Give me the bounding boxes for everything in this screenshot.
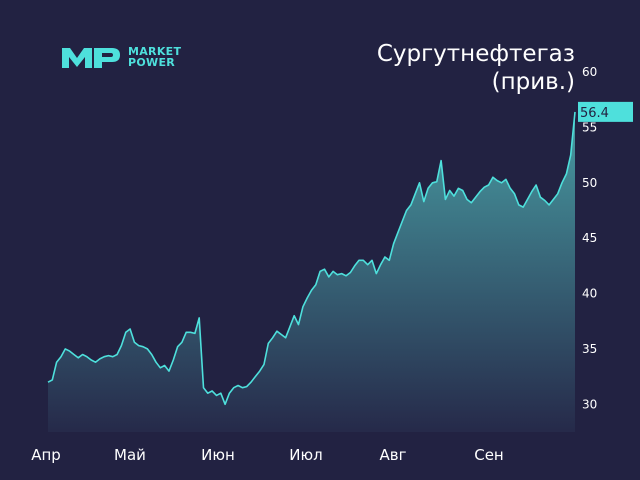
price-area-fill bbox=[48, 111, 575, 433]
y-tick-label: 45 bbox=[582, 231, 597, 245]
x-tick-label: Апр bbox=[31, 446, 61, 464]
y-tick-label: 60 bbox=[582, 65, 597, 79]
area-layer bbox=[47, 111, 576, 433]
x-tick-label: Июл bbox=[289, 446, 322, 464]
y-tick-label: 40 bbox=[582, 287, 597, 301]
mp-logo-icon bbox=[62, 48, 120, 68]
chart-title-line-2: (прив.) bbox=[491, 69, 575, 95]
y-tick-label: 30 bbox=[582, 397, 597, 411]
y-tick-label: 35 bbox=[582, 342, 597, 356]
logo-line-2: POWER bbox=[128, 56, 176, 69]
x-tick-label: Май bbox=[114, 446, 146, 464]
y-tick-label: 55 bbox=[582, 120, 597, 134]
x-tick-label: Июн bbox=[201, 446, 235, 464]
y-tick-label: 50 bbox=[582, 176, 597, 190]
last-value-label: 56.4 bbox=[580, 106, 609, 121]
market-power-logo: MARKET POWER bbox=[62, 45, 202, 73]
x-tick-label: Авг bbox=[380, 446, 407, 464]
last-value-badge bbox=[578, 101, 633, 122]
chart-title-line-1: Сургутнефтегаз bbox=[376, 41, 575, 67]
logo-wordmark: MARKET POWER bbox=[128, 46, 181, 68]
chart-title: Сургутнефтегаз (прив.) bbox=[377, 40, 575, 96]
price-line bbox=[47, 111, 576, 406]
logo-line-1: MARKET bbox=[128, 45, 182, 58]
axis-layer: 30 35 40 45 50 55 60 Апр Май Июн Июл Авг Сен 56.4 bbox=[31, 65, 633, 464]
x-tick-label: Сен bbox=[474, 446, 504, 464]
